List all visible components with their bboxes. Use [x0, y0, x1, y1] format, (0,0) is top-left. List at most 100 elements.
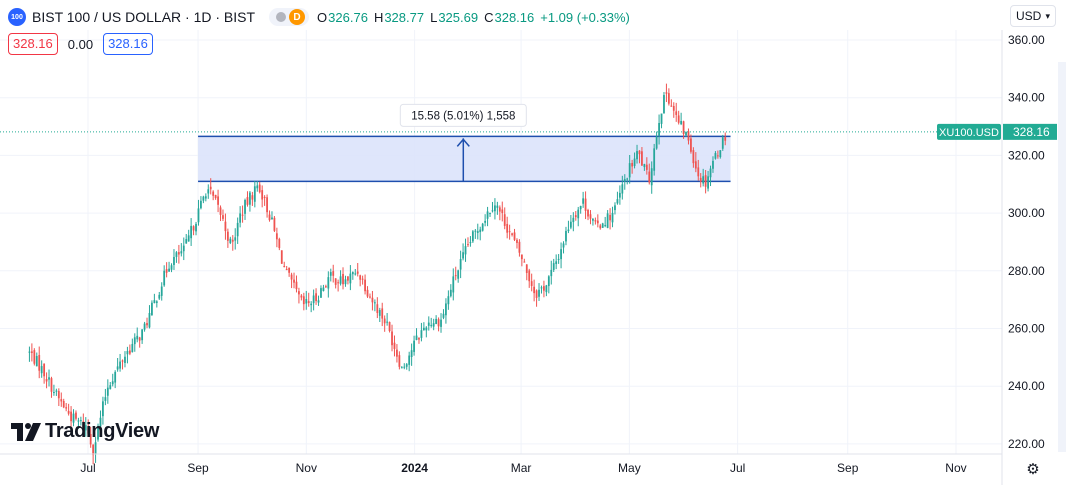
candle — [447, 290, 450, 310]
candle-body — [364, 279, 366, 292]
candle-body — [324, 286, 327, 288]
candle — [496, 201, 499, 215]
price-axis[interactable]: 220.00 240.00 260.00 280.00 300.00 320.00 340.… — [1001, 30, 1066, 485]
candle — [694, 152, 697, 173]
candle — [641, 147, 643, 167]
candle-body — [432, 323, 435, 327]
candle-body — [28, 351, 31, 353]
candle-body — [716, 155, 719, 157]
candle — [89, 426, 92, 448]
candle — [317, 295, 320, 306]
candle — [650, 161, 653, 194]
candle — [633, 152, 636, 169]
candle-body — [153, 300, 156, 304]
candle — [454, 266, 457, 281]
candle-body — [347, 276, 349, 281]
candle — [437, 317, 440, 332]
candle — [72, 409, 75, 427]
candle-body — [249, 192, 251, 205]
candle — [596, 214, 599, 228]
candle — [557, 254, 560, 264]
candle-body — [155, 301, 158, 303]
x-tick-label: Nov — [945, 461, 966, 475]
candle — [714, 151, 717, 160]
candle — [471, 230, 474, 243]
candle-body — [413, 340, 415, 352]
tradingview-logo[interactable]: TradingView — [11, 420, 159, 443]
sell-price-button[interactable]: 328.16 — [8, 33, 58, 55]
candle — [124, 351, 126, 368]
candle-body — [449, 289, 452, 297]
candle — [435, 315, 438, 325]
candle — [239, 206, 242, 228]
currency-value: USD — [1016, 9, 1042, 23]
candle-body — [538, 289, 540, 297]
price-axis-scrollbar[interactable] — [1058, 62, 1066, 452]
candle — [364, 274, 366, 295]
candle — [653, 143, 656, 176]
candle — [359, 274, 362, 287]
symbol-logo-badge[interactable]: 100 — [8, 8, 26, 26]
candle-body — [645, 164, 648, 170]
candle-body — [408, 355, 411, 365]
candle — [383, 315, 386, 332]
candle — [396, 344, 398, 363]
candle — [116, 357, 119, 372]
candle-body — [714, 153, 717, 159]
candle — [636, 144, 638, 164]
symbol-title[interactable]: BIST 100 / US DOLLAR · 1D · BIST — [32, 9, 256, 25]
measure-range-box[interactable] — [198, 136, 731, 182]
time-axis[interactable]: Jul Sep Nov 2024 Mar May Jul Sep Nov — [0, 453, 1002, 475]
candle — [560, 242, 562, 269]
candle — [452, 268, 455, 301]
candle-body — [503, 214, 506, 226]
candle — [369, 293, 371, 299]
candle-body — [202, 196, 205, 201]
candle — [261, 185, 264, 208]
candle-body — [182, 245, 185, 252]
market-status-pill[interactable]: D — [269, 8, 310, 26]
candle — [709, 165, 712, 187]
candle — [569, 214, 572, 230]
candle-body — [660, 113, 663, 124]
candle — [77, 417, 80, 429]
candle — [202, 195, 205, 204]
candle-body — [293, 279, 295, 283]
candle-body — [273, 217, 276, 231]
candle-body — [655, 136, 658, 149]
candle-body — [415, 335, 418, 340]
candle — [141, 329, 144, 344]
currency-select[interactable]: USD ▾ — [1010, 5, 1056, 27]
close-value: 328.16 — [494, 9, 535, 25]
candle-body — [146, 323, 148, 326]
candle-body — [623, 179, 626, 182]
candle — [427, 316, 430, 331]
y-tick-label: 280.00 — [1008, 264, 1045, 278]
candle — [222, 209, 224, 221]
candle-body — [489, 213, 491, 215]
candle-body — [97, 425, 99, 440]
candle-body — [464, 246, 467, 255]
y-tick-label: 340.00 — [1008, 91, 1045, 105]
candle — [268, 210, 271, 222]
candle — [170, 263, 173, 273]
candle — [562, 241, 565, 254]
candle — [128, 344, 131, 356]
candle-body — [143, 323, 146, 330]
x-tick-label: 2024 — [401, 461, 428, 475]
candle — [712, 156, 714, 173]
candle-body — [94, 442, 97, 455]
candle-body — [165, 269, 168, 273]
candle — [479, 226, 482, 241]
candle-body — [200, 200, 202, 209]
buy-price-button[interactable]: 328.16 — [103, 33, 153, 55]
candle-body — [577, 209, 580, 219]
candle-body — [53, 392, 55, 394]
chart-settings-gear-icon[interactable]: ⚙ — [1026, 461, 1040, 478]
candle-body — [420, 330, 423, 338]
candle — [187, 229, 190, 242]
candle-body — [445, 303, 447, 316]
candle — [290, 272, 293, 289]
candle — [251, 191, 254, 206]
